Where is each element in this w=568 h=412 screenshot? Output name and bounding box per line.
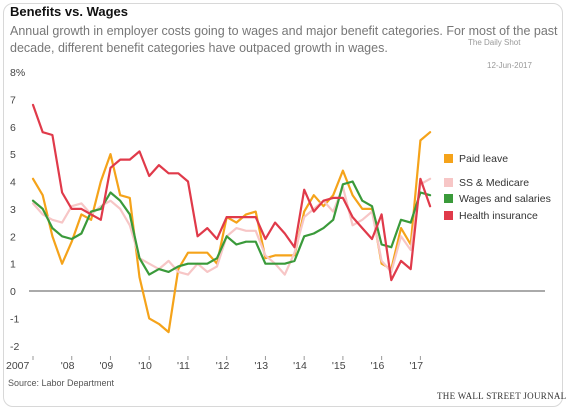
- y-tick-label: 5: [10, 149, 16, 161]
- y-tick-label: 0: [10, 286, 16, 298]
- series-line-health-insurance: [31, 103, 432, 282]
- y-tick-label: 4: [10, 177, 16, 189]
- x-tick-label: 2007: [6, 360, 30, 372]
- y-tick-label: 7: [10, 94, 16, 106]
- x-tick-label: '13: [254, 360, 268, 372]
- legend-label: SS & Medicare: [459, 177, 529, 189]
- x-tick-label: '10: [138, 360, 152, 372]
- legend-label: Health insurance: [459, 210, 538, 222]
- y-tick-label: 3: [10, 204, 16, 216]
- legend-swatch: [444, 154, 453, 163]
- y-tick-label: 1: [10, 259, 16, 271]
- y-tick-label: 6: [10, 122, 16, 134]
- chart-frame: [3, 3, 563, 407]
- x-tick-label: '14: [293, 360, 307, 372]
- series-line-wages-and-salaries: [31, 180, 432, 276]
- chart-subtitle: Annual growth in employer costs going to…: [10, 24, 558, 55]
- legend-swatch: [444, 178, 453, 187]
- x-tick-label: '11: [177, 360, 190, 372]
- x-tick-label: '17: [409, 360, 423, 372]
- legend-swatch: [444, 194, 453, 203]
- x-tick-label: '08: [61, 360, 75, 372]
- series-line-ss-medicare: [31, 177, 432, 276]
- legend-swatch: [444, 211, 453, 220]
- x-tick-label: '15: [332, 360, 346, 372]
- series-line-paid-leave: [31, 131, 432, 334]
- y-tick-label: -2: [10, 341, 19, 353]
- x-tick-label: '12: [216, 360, 230, 372]
- chart-title: Benefits vs. Wages: [10, 4, 129, 19]
- y-tick-label: -1: [10, 313, 19, 325]
- legend-label: Wages and salaries: [459, 193, 551, 205]
- legend-label: Paid leave: [459, 153, 508, 165]
- source-note: Source: Labor Department: [8, 378, 115, 388]
- watermark-source: The Daily Shot: [468, 38, 521, 47]
- publisher-name: THE WALL STREET JOURNAL: [437, 391, 567, 401]
- x-tick-label: '16: [371, 360, 385, 372]
- y-tick-label: 2: [10, 231, 16, 243]
- y-tick-label-top: 8%: [10, 67, 25, 79]
- x-tick-label: '09: [99, 360, 113, 372]
- watermark-date: 12-Jun-2017: [487, 61, 532, 70]
